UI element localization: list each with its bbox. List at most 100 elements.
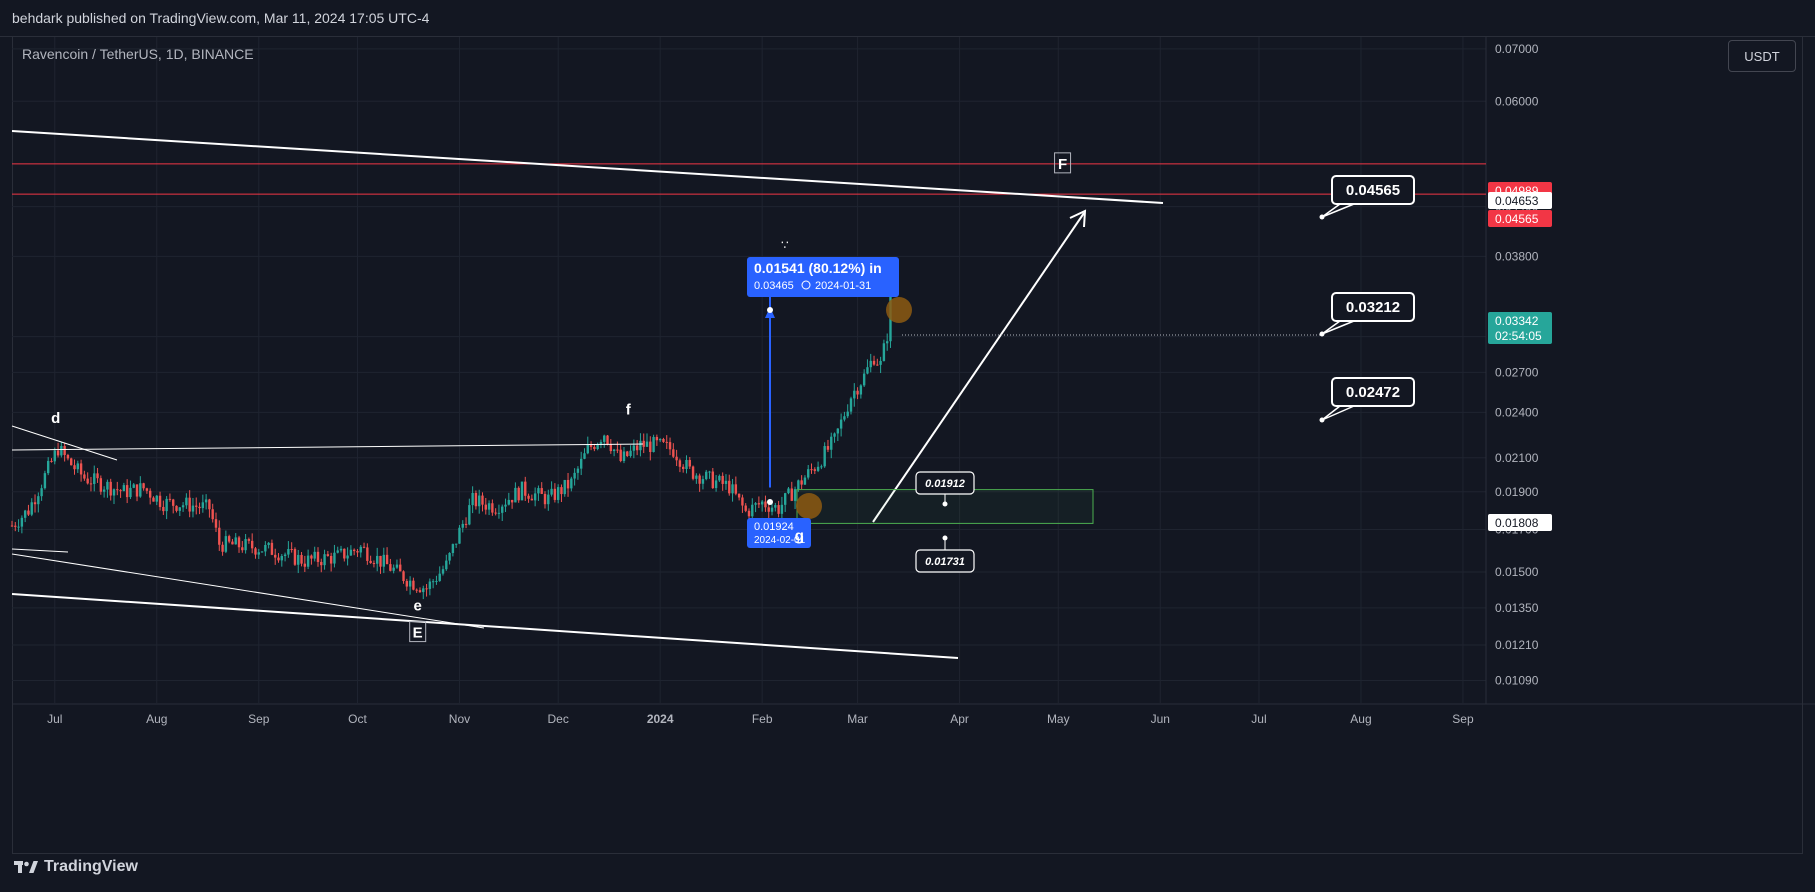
candle-body — [408, 580, 412, 587]
candle-body — [580, 458, 583, 469]
candle-body — [379, 555, 382, 567]
candle-body — [50, 460, 53, 462]
chart-frame[interactable] — [12, 36, 1803, 854]
candle-body — [56, 450, 60, 456]
x-tick-label: Nov — [449, 712, 470, 726]
candle-body — [510, 499, 514, 503]
candle-body — [76, 463, 80, 470]
candle-body — [655, 436, 659, 441]
candle-body — [277, 557, 280, 561]
callout-box — [1331, 292, 1415, 322]
candle-body — [869, 360, 872, 368]
measure-from-price: 0.01924 — [754, 521, 794, 533]
candle-body — [43, 473, 47, 489]
candle-body — [221, 544, 224, 552]
candle-body — [435, 580, 438, 582]
x-tick-label: Jul — [47, 712, 62, 726]
candle-body — [83, 474, 86, 479]
candle-body — [10, 525, 14, 527]
x-tick-label: Mar — [847, 712, 868, 726]
candle-body — [125, 485, 129, 498]
candle-body — [306, 555, 310, 567]
candle-body — [813, 469, 817, 471]
candle-body — [774, 505, 777, 508]
candle-body — [405, 581, 409, 587]
candle-body — [178, 507, 181, 511]
measure-start-box — [747, 518, 811, 548]
wave-label-F: F — [1058, 156, 1067, 173]
candle-body — [599, 441, 603, 445]
candle-body — [260, 551, 264, 553]
candle-body — [280, 555, 283, 561]
x-tick-label: Sep — [1452, 712, 1474, 726]
candle-body — [497, 512, 501, 514]
candle-body — [754, 503, 757, 505]
candle-body — [316, 551, 320, 562]
candle-body — [181, 505, 185, 508]
candle-body — [191, 505, 195, 512]
y-tick-label: 0.01350 — [1495, 601, 1539, 615]
candle-body — [879, 360, 882, 365]
candle-body — [833, 433, 836, 437]
candle-body — [744, 505, 747, 511]
candle-body — [816, 466, 820, 471]
candle-body — [287, 549, 290, 555]
candle-body — [326, 554, 330, 556]
box-label-point — [942, 501, 948, 507]
candle-body — [596, 444, 599, 450]
candle-body — [517, 487, 520, 501]
candle-body — [323, 554, 326, 566]
candle-body — [343, 548, 346, 559]
candle-body — [412, 580, 415, 590]
candle-body — [145, 488, 149, 491]
candle-body — [540, 488, 543, 494]
projection-arrow-head — [1069, 209, 1087, 228]
x-tick-label: Aug — [146, 712, 167, 726]
x-tick-label: Aug — [1350, 712, 1371, 726]
trend-line — [11, 593, 959, 659]
candle-body — [313, 551, 316, 559]
candle-body — [237, 537, 241, 548]
candle-body — [711, 471, 715, 489]
trend-line — [11, 553, 485, 629]
candle-body — [593, 446, 596, 450]
currency-button[interactable]: USDT — [1728, 40, 1796, 72]
candle-body — [665, 441, 668, 443]
candle-body — [66, 455, 70, 459]
candle-body — [425, 588, 428, 590]
candle-body — [112, 489, 116, 496]
candle-body — [175, 505, 178, 511]
candle-body — [783, 493, 787, 505]
candle-body — [385, 554, 389, 565]
candle-body — [283, 554, 287, 556]
candle-body — [139, 483, 142, 497]
measure-from-date: 2024-02-01 — [754, 535, 806, 546]
candle-body — [333, 552, 336, 564]
candle-body — [152, 497, 155, 502]
y-tick-label: 0.02400 — [1495, 405, 1539, 419]
candle-body — [395, 564, 399, 568]
candle-body — [724, 480, 728, 484]
candle-body — [415, 589, 418, 591]
x-tick-label: Oct — [348, 712, 367, 726]
candle-body — [701, 479, 705, 484]
y-tick-label: 0.01500 — [1495, 565, 1539, 579]
candle-body — [195, 505, 198, 507]
candle-body — [165, 498, 168, 512]
candle-body — [626, 451, 629, 456]
callout-pointer — [1321, 320, 1355, 335]
candle-body — [109, 481, 112, 496]
candle-body — [257, 552, 260, 555]
measure-to-date: 2024-01-31 — [815, 280, 871, 292]
price-scale-label — [1488, 312, 1552, 344]
candle-body — [102, 489, 106, 492]
candle-body — [27, 510, 30, 515]
callout-point — [1319, 417, 1325, 423]
candle-body — [254, 548, 257, 555]
candle-body — [843, 416, 846, 420]
tradingview-logo-text: TradingView — [44, 858, 138, 875]
candle-body — [501, 506, 504, 513]
candle-body — [231, 541, 234, 545]
tradingview-logo[interactable]: TradingView — [14, 858, 138, 876]
